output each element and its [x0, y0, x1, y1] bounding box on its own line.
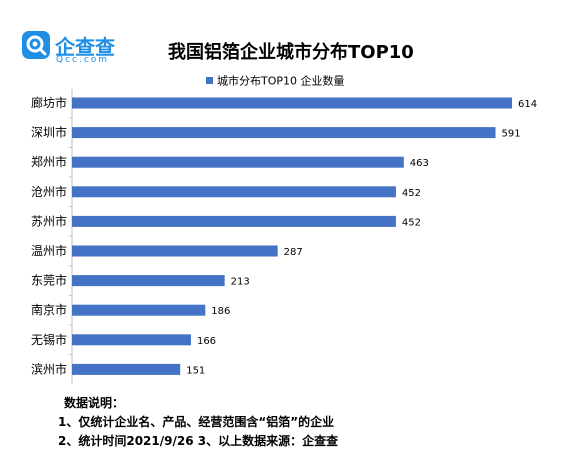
bar — [72, 304, 206, 316]
data-label: 287 — [284, 247, 303, 258]
category-label: 沧州市 — [31, 184, 67, 199]
category-label: 苏州市 — [31, 213, 67, 228]
data-label: 166 — [197, 336, 216, 347]
logo-search-icon — [22, 31, 50, 59]
bar — [72, 363, 181, 375]
data-label: 186 — [211, 306, 230, 317]
category-label: 南京市 — [31, 302, 67, 317]
logo-domain: Qcc.com — [56, 55, 110, 65]
bar — [72, 97, 512, 109]
bar — [72, 275, 225, 287]
legend-label: 城市分布TOP10 企业数量 — [217, 74, 345, 88]
data-label: 463 — [410, 158, 429, 169]
bar — [72, 245, 278, 257]
bar — [72, 215, 396, 227]
chart-title: 我国铝箔企业城市分布TOP10 — [168, 42, 414, 63]
category-label: 廊坊市 — [31, 95, 67, 110]
bar — [72, 186, 396, 198]
logo-name: 企查查 — [55, 35, 115, 59]
data-label: 452 — [402, 188, 421, 199]
data-label: 213 — [231, 277, 250, 288]
category-label: 深圳市 — [31, 125, 67, 140]
category-label: 无锡市 — [31, 332, 67, 347]
bar-chart: 廊坊市 614 深圳市 591 郑州市 463 沧州市 452 苏州市 452 温州市 287 东莞市 2… — [31, 89, 537, 384]
category-label: 郑州市 — [31, 154, 67, 169]
data-label: 591 — [502, 129, 521, 140]
data-notes: 数据说明： 1、仅统计企业名、产品、经营范围含“铝箔”的企业 2、统计时间202… — [58, 394, 338, 451]
bar — [72, 334, 191, 346]
data-label: 151 — [186, 365, 205, 376]
note-line-2: 2、统计时间2021/9/26 3、以上数据来源：企查查 — [58, 434, 339, 448]
category-label: 滨州市 — [31, 361, 67, 376]
bar — [72, 127, 496, 139]
data-label: 614 — [518, 99, 537, 110]
notes-heading: 数据说明： — [64, 396, 125, 410]
chart-legend: 城市分布TOP10 企业数量 — [206, 70, 345, 88]
data-label: 452 — [402, 217, 421, 228]
category-label: 温州市 — [31, 243, 67, 258]
bar — [72, 156, 404, 168]
legend-swatch — [206, 77, 213, 84]
category-label: 东莞市 — [31, 273, 67, 288]
note-line-1: 1、仅统计企业名、产品、经营范围含“铝箔”的企业 — [58, 415, 335, 429]
qcc-logo: 企查查 Qcc.com — [22, 29, 122, 69]
